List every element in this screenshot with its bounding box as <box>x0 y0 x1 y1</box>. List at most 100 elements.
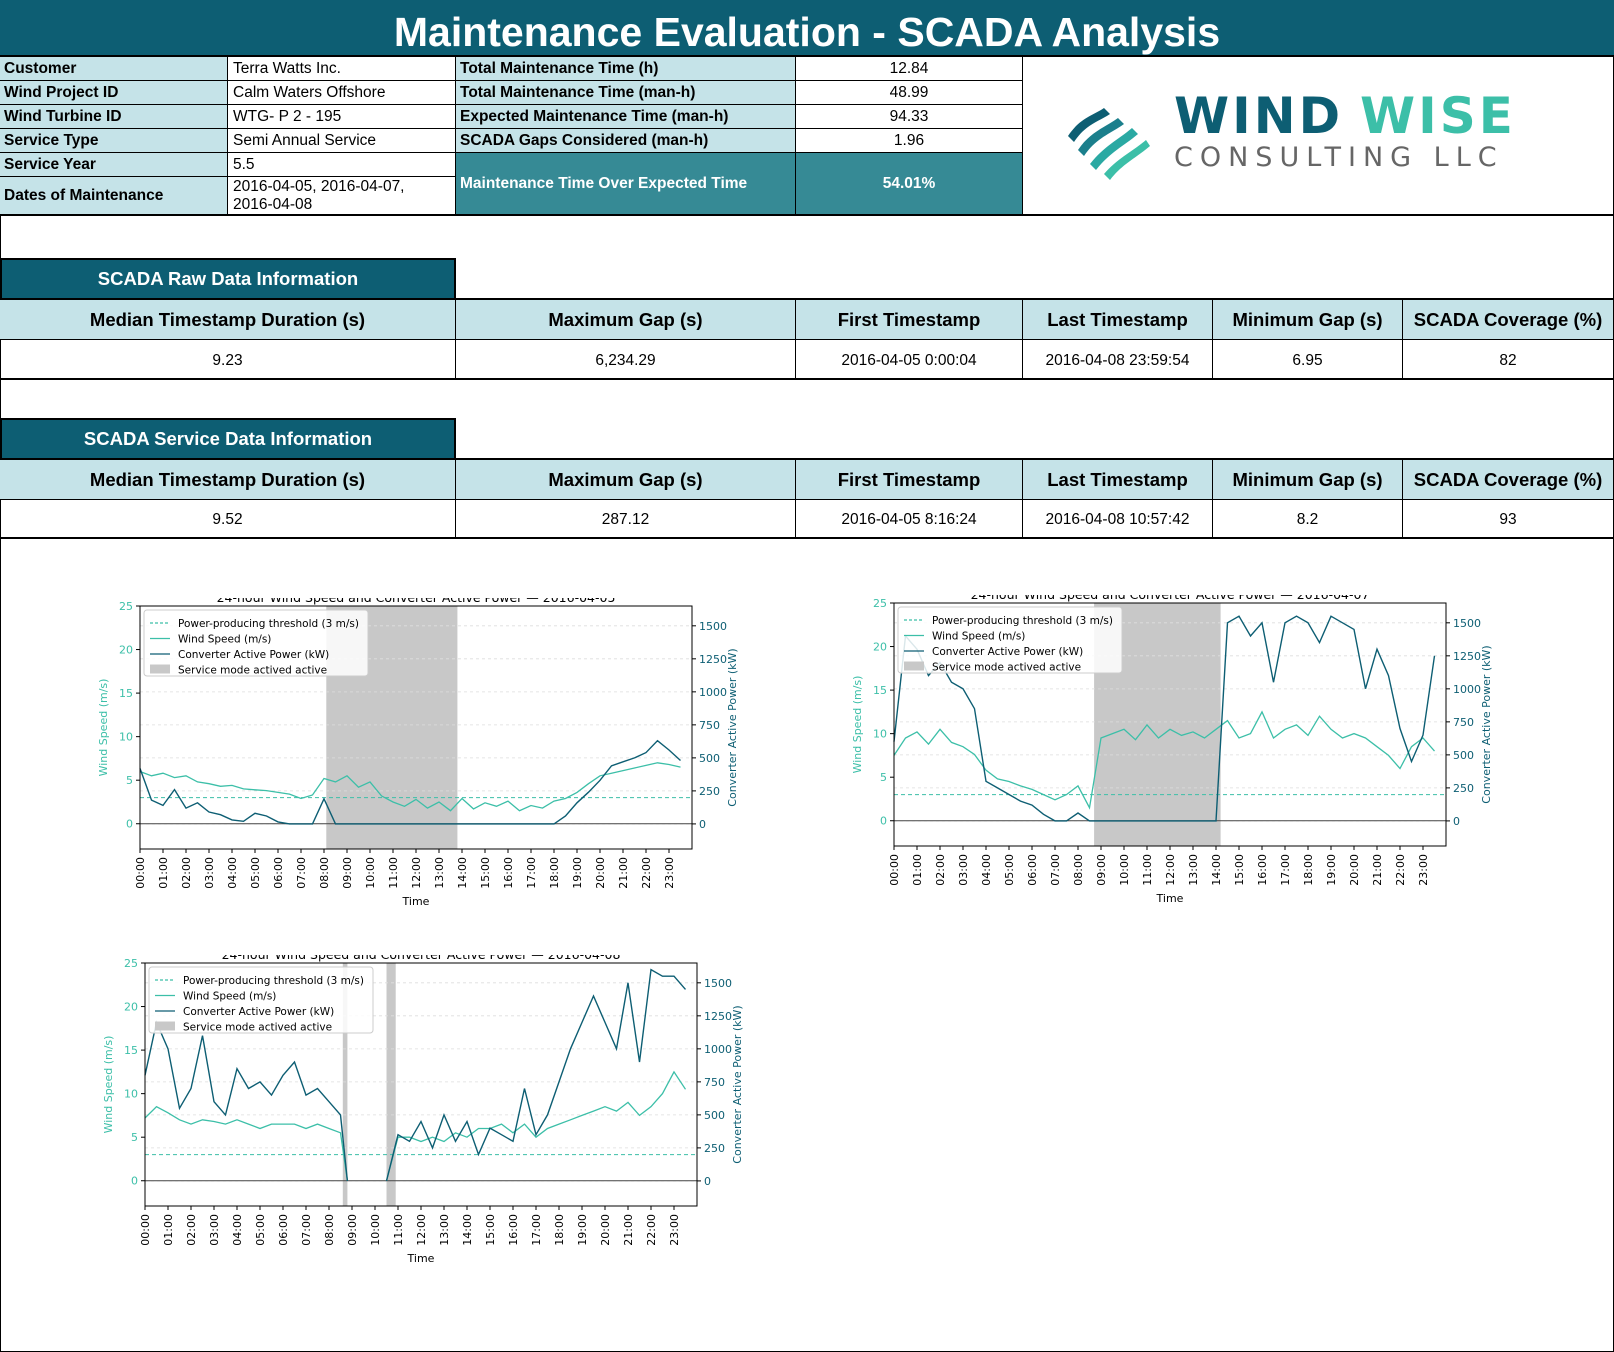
raw-bottom-rule <box>0 378 1614 380</box>
x-tick-label: 08:00 <box>323 1214 336 1246</box>
dates-line-2: 2016-04-08 <box>233 196 313 213</box>
x-tick-label: 16:00 <box>507 1214 520 1246</box>
x-tick-label: 05:00 <box>1003 854 1016 886</box>
x-tick-label: 18:00 <box>1302 854 1315 886</box>
x-axis-label: Time <box>402 895 430 908</box>
x-tick-label: 15:00 <box>1233 854 1246 886</box>
x-tick-label: 13:00 <box>1187 854 1200 886</box>
x-tick-label: 04:00 <box>231 1214 244 1246</box>
logo-word-wise: WISE <box>1360 88 1516 145</box>
legend-label-0: Power-producing threshold (3 m/s) <box>183 975 364 987</box>
y-tick-label: 10 <box>873 728 887 741</box>
legend-box <box>148 966 374 1034</box>
y2-tick-label: 1000 <box>699 686 727 699</box>
project-label: Wind Project ID <box>0 81 228 105</box>
x-tick-label: 14:00 <box>456 857 469 889</box>
x-tick-label: 23:00 <box>668 1214 681 1246</box>
y-tick-label: 5 <box>880 771 887 784</box>
x-tick-label: 04:00 <box>226 857 239 889</box>
legend-label-0: Power-producing threshold (3 m/s) <box>932 615 1113 627</box>
y2-tick-label: 500 <box>699 752 720 765</box>
y2-tick-label: 1250 <box>704 1010 732 1023</box>
x-tick-label: 01:00 <box>157 857 170 889</box>
service-value-max-gap: 287.12 <box>456 500 796 538</box>
x-tick-label: 22:00 <box>1394 854 1407 886</box>
legend-label-1: Wind Speed (m/s) <box>932 631 1025 643</box>
power-line <box>144 968 687 1182</box>
x-tick-label: 06:00 <box>1026 854 1039 886</box>
y2-tick-label: 0 <box>704 1175 711 1188</box>
y-tick-label: 25 <box>873 597 887 610</box>
x-tick-label: 08:00 <box>318 857 331 889</box>
expected-label: Expected Maintenance Time (man-h) <box>456 105 796 129</box>
y2-tick-label: 1000 <box>704 1043 732 1056</box>
x-tick-label: 21:00 <box>1371 854 1384 886</box>
y2-tick-label: 1500 <box>699 620 727 633</box>
y-axis-label: Wind Speed (m/s) <box>102 1036 115 1134</box>
x-tick-label: 01:00 <box>162 1214 175 1246</box>
service-header-coverage: SCADA Coverage (%) <box>1403 460 1614 499</box>
service-value-last: 2016-04-08 10:57:42 <box>1023 500 1213 538</box>
x-tick-label: 21:00 <box>617 857 630 889</box>
x-tick-label: 10:00 <box>1118 854 1131 886</box>
y2-tick-label: 750 <box>1453 716 1474 729</box>
raw-heading: SCADA Raw Data Information <box>0 258 456 300</box>
x-tick-label: 20:00 <box>594 857 607 889</box>
y2-tick-label: 1250 <box>1453 650 1481 663</box>
raw-value-last: 2016-04-08 23:59:54 <box>1023 340 1213 379</box>
service-bottom-rule <box>0 537 1614 539</box>
x-tick-label: 18:00 <box>553 1214 566 1246</box>
service-mid-rule <box>0 499 1614 500</box>
x-tick-label: 15:00 <box>479 857 492 889</box>
x-tick-label: 19:00 <box>1325 854 1338 886</box>
chart-title: 24-hour Wind Speed and Converter Active … <box>217 598 616 605</box>
y-tick-label: 15 <box>119 687 133 700</box>
x-tick-label: 03:00 <box>208 1214 221 1246</box>
y2-tick-label: 1500 <box>1453 617 1481 630</box>
y-tick-label: 10 <box>119 731 133 744</box>
dates-line-1: 2016-04-05, 2016-04-07, <box>233 178 405 195</box>
logo-word-wind: WIND <box>1174 88 1343 145</box>
chart-2016-04-07: 24-hour Wind Speed and Converter Active … <box>851 595 1493 905</box>
raw-value-min-gap: 6.95 <box>1213 340 1403 379</box>
y-axis-label: Wind Speed (m/s) <box>851 676 864 774</box>
service-value-first: 2016-04-05 8:16:24 <box>796 500 1023 538</box>
wave-logo-icon <box>1068 108 1150 180</box>
x-axis-label: Time <box>1156 892 1184 905</box>
y2-tick-label: 750 <box>704 1076 725 1089</box>
raw-header-last: Last Timestamp <box>1023 300 1213 339</box>
raw-header-coverage: SCADA Coverage (%) <box>1403 300 1614 339</box>
power-line <box>139 739 681 825</box>
y-tick-label: 5 <box>131 1131 138 1144</box>
x-tick-label: 14:00 <box>1210 854 1223 886</box>
wind-speed-line <box>144 1070 687 1181</box>
total-manh-value: 48.99 <box>796 81 1023 105</box>
turbine-label: Wind Turbine ID <box>0 105 228 129</box>
x-tick-label: 05:00 <box>249 857 262 889</box>
x-tick-label: 09:00 <box>346 1214 359 1246</box>
legend-label-2: Converter Active Power (kW) <box>932 646 1083 658</box>
service-value-coverage: 93 <box>1403 500 1614 538</box>
y2-axis-label: Converter Active Power (kW) <box>1480 645 1493 803</box>
y-tick-label: 15 <box>873 684 887 697</box>
y-tick-label: 20 <box>873 641 887 654</box>
x-tick-label: 06:00 <box>272 857 285 889</box>
y2-tick-label: 500 <box>1453 749 1474 762</box>
y-tick-label: 0 <box>131 1175 138 1188</box>
x-tick-label: 01:00 <box>911 854 924 886</box>
x-tick-label: 17:00 <box>1279 854 1292 886</box>
y-tick-label: 25 <box>124 957 138 970</box>
x-tick-label: 12:00 <box>410 857 423 889</box>
legend-swatch-3 <box>904 661 924 671</box>
legend-label-1: Wind Speed (m/s) <box>178 634 271 646</box>
report-title: Maintenance Evaluation - SCADA Analysis <box>0 0 1614 57</box>
service-header-first: First Timestamp <box>796 460 1023 499</box>
y2-tick-label: 250 <box>704 1142 725 1155</box>
chart-2016-04-05: 24-hour Wind Speed and Converter Active … <box>97 598 739 908</box>
legend-swatch-3 <box>155 1021 175 1031</box>
y2-tick-label: 500 <box>704 1109 725 1122</box>
chart-title: 24-hour Wind Speed and Converter Active … <box>971 595 1370 602</box>
x-tick-label: 16:00 <box>502 857 515 889</box>
gaps-label: SCADA Gaps Considered (man-h) <box>456 129 796 153</box>
raw-mid-rule <box>0 339 1614 340</box>
